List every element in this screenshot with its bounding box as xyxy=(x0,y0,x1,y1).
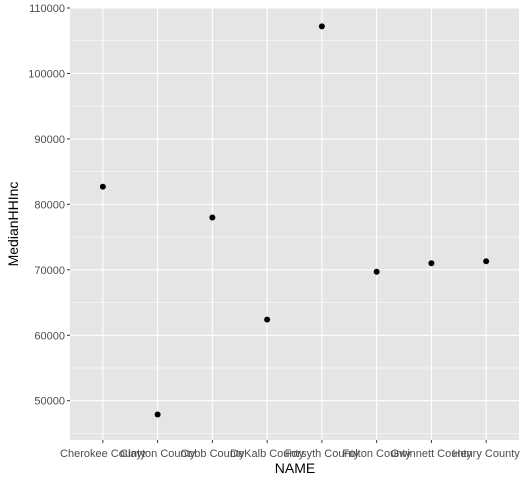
data-point xyxy=(99,183,106,190)
data-point xyxy=(264,316,271,323)
x-tick-label: Forsyth County xyxy=(285,448,360,460)
x-tick-label: Fulton County xyxy=(342,448,411,460)
data-point xyxy=(483,258,490,265)
data-point xyxy=(373,268,380,275)
data-point xyxy=(209,214,216,221)
x-tick-label: Clayton County xyxy=(120,448,196,460)
y-tick-label: 70000 xyxy=(34,265,65,277)
y-tick-label: 80000 xyxy=(34,199,65,211)
x-tick-label: Cherokee County xyxy=(60,448,146,460)
data-points xyxy=(99,23,490,418)
data-point xyxy=(154,411,161,418)
grid-major xyxy=(70,7,519,440)
y-tick-label: 100000 xyxy=(28,68,65,80)
grid-minor xyxy=(70,40,519,434)
y-tick-label: 60000 xyxy=(34,330,65,342)
y-tick-label: 110000 xyxy=(29,3,65,15)
data-point xyxy=(428,260,435,267)
x-tick-label: Gwinnett County xyxy=(391,448,473,460)
y-axis-title: MedianHHInc xyxy=(5,182,21,267)
y-axis-ticks: 50000 60000 70000 80000 90000 100000 110000 xyxy=(28,3,70,408)
x-axis-title: NAME xyxy=(275,460,315,476)
data-point xyxy=(318,23,325,30)
x-tick-label: DeKalb County xyxy=(230,448,304,460)
x-tick-label: Henry County xyxy=(453,448,521,460)
x-tick-label: Cobb County xyxy=(180,448,245,460)
y-tick-label: 50000 xyxy=(34,396,65,408)
plot-panel xyxy=(70,8,519,440)
y-tick-label: 90000 xyxy=(34,134,65,146)
